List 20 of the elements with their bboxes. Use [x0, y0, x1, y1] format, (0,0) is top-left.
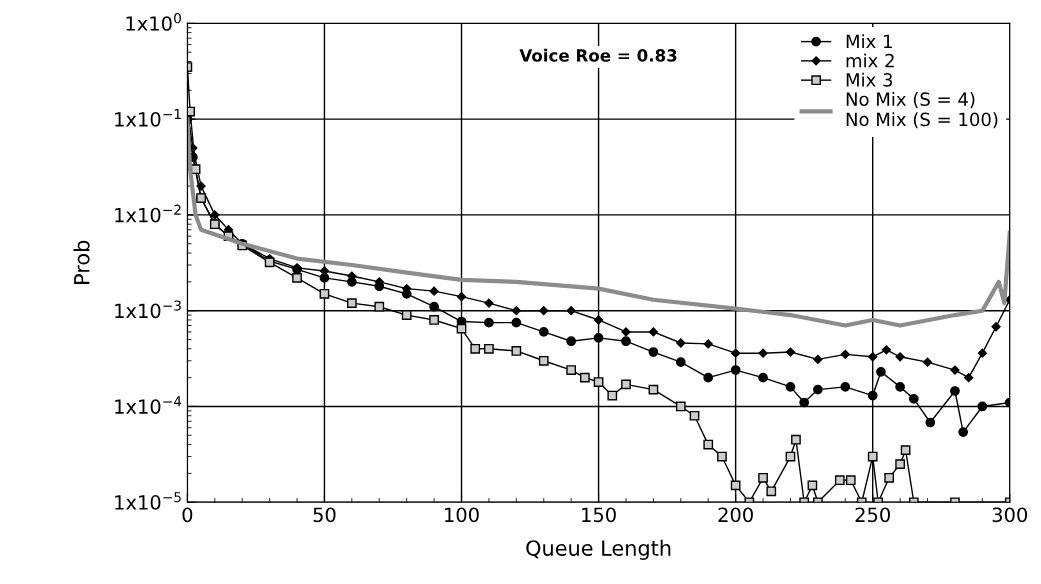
y-tick-label: 1x10$^{−2}$ [115, 204, 181, 223]
x-tick-label: 150 [582, 507, 616, 523]
y-tick-label: 1x10$^{−3}$ [115, 300, 181, 319]
x-tick-label: 50 [313, 507, 336, 523]
x-tick-label: 300 [992, 507, 1028, 523]
y-tick-label: 1x10$^{−1}$ [115, 109, 181, 127]
legend-label: Mix 1 [846, 34, 892, 48]
annotation: Voice Roe = 0.83 [519, 48, 677, 62]
x-axis-title: Queue Length [526, 539, 671, 560]
legend-label: No Mix (S = 4) No Mix (S = 100) [846, 92, 998, 129]
y-tick-label: 1x10$^{−5}$ [115, 492, 181, 510]
y-axis-title: Prob [73, 240, 90, 284]
x-tick-label: 250 [855, 507, 890, 523]
x-tick-label: 100 [445, 507, 479, 523]
legend-label: mix 2 [846, 53, 894, 68]
y-tick-label: 1x10$^{0}$ [126, 13, 181, 31]
legend-label: Mix 3 [846, 72, 893, 87]
x-tick-label: 0 [182, 507, 193, 523]
y-tick-label: 1x10$^{−4}$ [115, 396, 182, 414]
x-tick-label: 200 [718, 507, 753, 523]
